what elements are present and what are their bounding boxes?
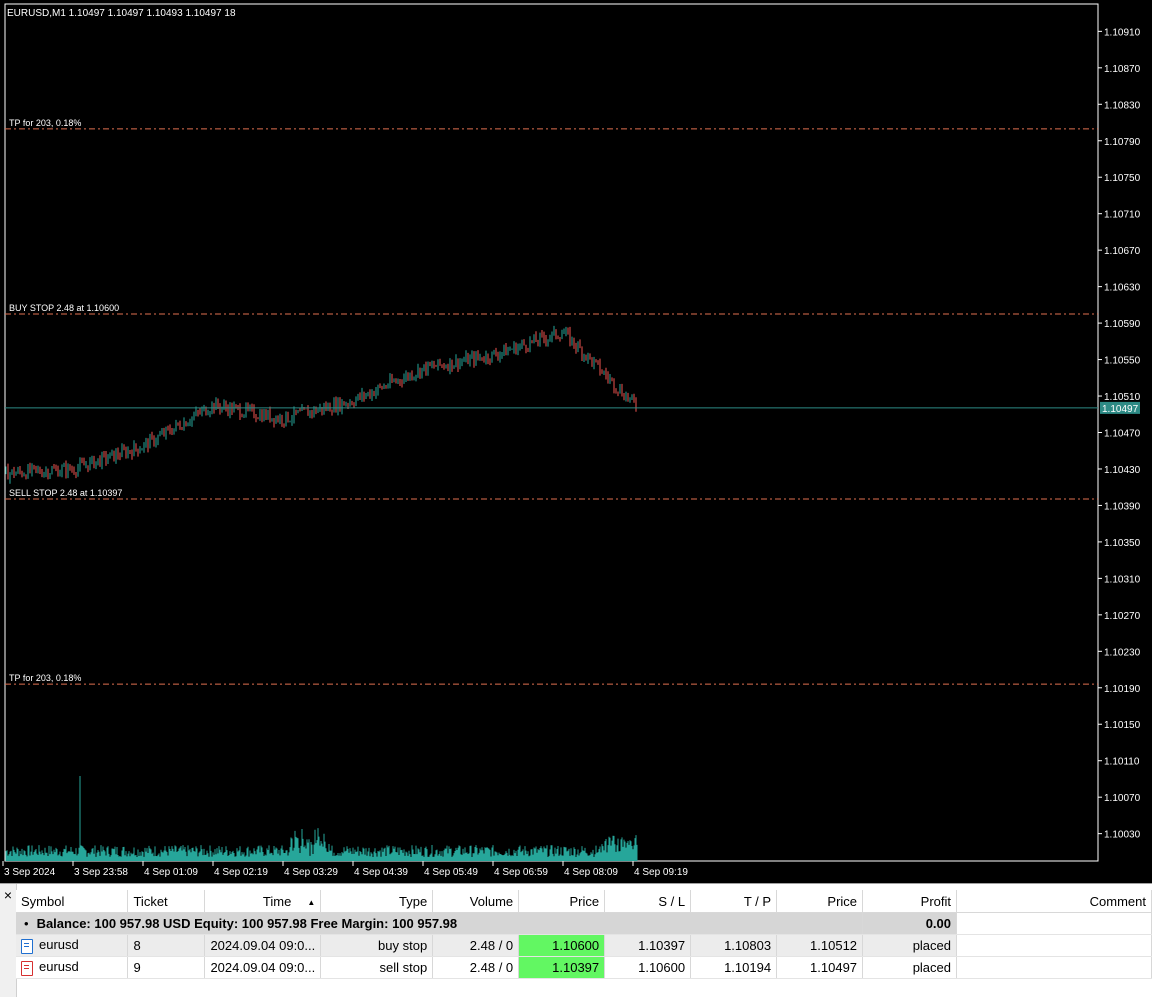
price-tick-label: 1.10470 [1104,429,1141,440]
order-type: buy stop [320,934,434,957]
balance-marker: • [24,916,29,931]
col-header-price[interactable]: Price [518,890,606,913]
order-symbol: eurusd [16,934,129,957]
order-ticket: 8 [127,934,206,957]
col-header-ticket[interactable]: Ticket [127,890,206,913]
price-tick-label: 1.10710 [1104,210,1141,221]
table-row[interactable]: eurusd 8 2024.09.04 09:0... buy stop 2.4… [16,934,1152,957]
order-sl: 1.10397 [604,934,692,957]
col-header-type[interactable]: Type [320,890,434,913]
sort-ascending-icon: ▲ [307,897,316,907]
order-tp: 1.10803 [690,934,778,957]
price-chart[interactable]: EURUSD,M1 1.10497 1.10497 1.10493 1.1049… [0,0,1152,883]
time-tick-label: 4 Sep 09:19 [634,867,688,878]
sell-order-icon [21,960,33,976]
time-tick-label: 4 Sep 06:59 [494,867,548,878]
price-tick-label: 1.10830 [1104,100,1141,111]
price-tick-label: 1.10150 [1104,720,1141,731]
current-price-badge [1100,401,1140,414]
balance-summary: • Balance: 100 957.98 USD Equity: 100 957… [16,912,864,935]
orders-table: Symbol Ticket Time ▲ Type Volume Price S … [16,890,1152,979]
time-tick-label: 4 Sep 01:09 [144,867,198,878]
time-tick-label: 3 Sep 2024 [4,867,56,878]
price-tick-label: 1.10870 [1104,64,1141,75]
order-level-label: BUY STOP 2.48 at 1.10600 [9,303,119,313]
price-tick-label: 1.10270 [1104,611,1141,622]
chart-canvas[interactable]: EURUSD,M1 1.10497 1.10497 1.10493 1.1049… [0,0,1152,883]
order-volume: 2.48 / 0 [432,956,520,979]
col-header-volume[interactable]: Volume [432,890,520,913]
price-tick-label: 1.10230 [1104,647,1141,658]
order-comment [956,934,1152,957]
price-tick-label: 1.10190 [1104,684,1141,695]
plot-frame [4,3,1099,862]
time-tick-label: 4 Sep 03:29 [284,867,338,878]
price-tick-label: 1.10390 [1104,501,1141,512]
order-current-price: 1.10497 [776,956,864,979]
col-header-profit[interactable]: Profit [862,890,957,913]
time-tick-label: 3 Sep 23:58 [74,867,128,878]
time-tick-label: 4 Sep 02:19 [214,867,268,878]
col-header-time-label: Time [262,893,292,909]
price-tick-label: 1.10510 [1104,392,1141,403]
table-header: Symbol Ticket Time ▲ Type Volume Price S … [16,890,1152,913]
order-tp: 1.10194 [690,956,778,979]
order-comment [956,956,1152,979]
col-header-current-price[interactable]: Price [776,890,864,913]
price-tick-label: 1.10550 [1104,356,1141,367]
close-icon[interactable]: × [3,887,13,903]
balance-profit: 0.00 [862,912,957,935]
order-volume: 2.48 / 0 [432,934,520,957]
buy-order-icon [21,938,33,954]
order-type: sell stop [320,956,434,979]
current-price-label: 1.10497 [1102,404,1139,415]
order-symbol-label: eurusd [39,937,79,953]
order-profit: placed [862,934,957,957]
price-tick-label: 1.10030 [1104,830,1141,841]
price-tick-label: 1.10670 [1104,246,1141,257]
order-profit: placed [862,956,957,979]
balance-row[interactable]: • Balance: 100 957.98 USD Equity: 100 957… [16,912,1152,935]
time-tick-label: 4 Sep 05:49 [424,867,478,878]
order-time: 2024.09.04 09:0... [204,934,322,957]
col-header-tp[interactable]: T / P [690,890,778,913]
price-tick-label: 1.10070 [1104,793,1141,804]
col-header-comment[interactable]: Comment [956,890,1152,913]
order-price: 1.10397 [518,956,606,979]
price-tick-label: 1.10430 [1104,465,1141,476]
col-header-time[interactable]: Time ▲ [204,890,322,913]
price-tick-label: 1.10910 [1104,27,1141,38]
price-tick-label: 1.10590 [1104,319,1141,330]
time-tick-label: 4 Sep 08:09 [564,867,618,878]
order-sl: 1.10600 [604,956,692,979]
order-symbol-label: eurusd [39,959,79,975]
price-tick-label: 1.10310 [1104,574,1141,585]
price-tick-label: 1.10110 [1104,757,1140,768]
col-header-sl[interactable]: S / L [604,890,692,913]
table-row[interactable]: eurusd 9 2024.09.04 09:0... sell stop 2.… [16,956,1152,979]
order-symbol: eurusd [16,956,129,979]
balance-comment [956,912,1152,935]
order-level-label: TP for 203, 0.18% [9,673,81,683]
order-level-label: TP for 203, 0.18% [9,118,81,128]
price-tick-label: 1.10630 [1104,283,1141,294]
order-time: 2024.09.04 09:0... [204,956,322,979]
price-tick-label: 1.10790 [1104,137,1141,148]
toolbox-terminal: × Symbol Ticket Time ▲ Type Volume Price … [0,883,1152,997]
order-price: 1.10600 [518,934,606,957]
chart-header: EURUSD,M1 1.10497 1.10497 1.10493 1.1049… [7,8,236,19]
price-tick-label: 1.10750 [1104,173,1141,184]
time-tick-label: 4 Sep 04:39 [354,867,408,878]
order-current-price: 1.10512 [776,934,864,957]
balance-text: Balance: 100 957.98 USD Equity: 100 957.… [36,916,458,931]
price-tick-label: 1.10350 [1104,538,1141,549]
col-header-symbol[interactable]: Symbol [16,890,129,913]
order-ticket: 9 [127,956,206,979]
order-level-label: SELL STOP 2.48 at 1.10397 [9,488,122,498]
